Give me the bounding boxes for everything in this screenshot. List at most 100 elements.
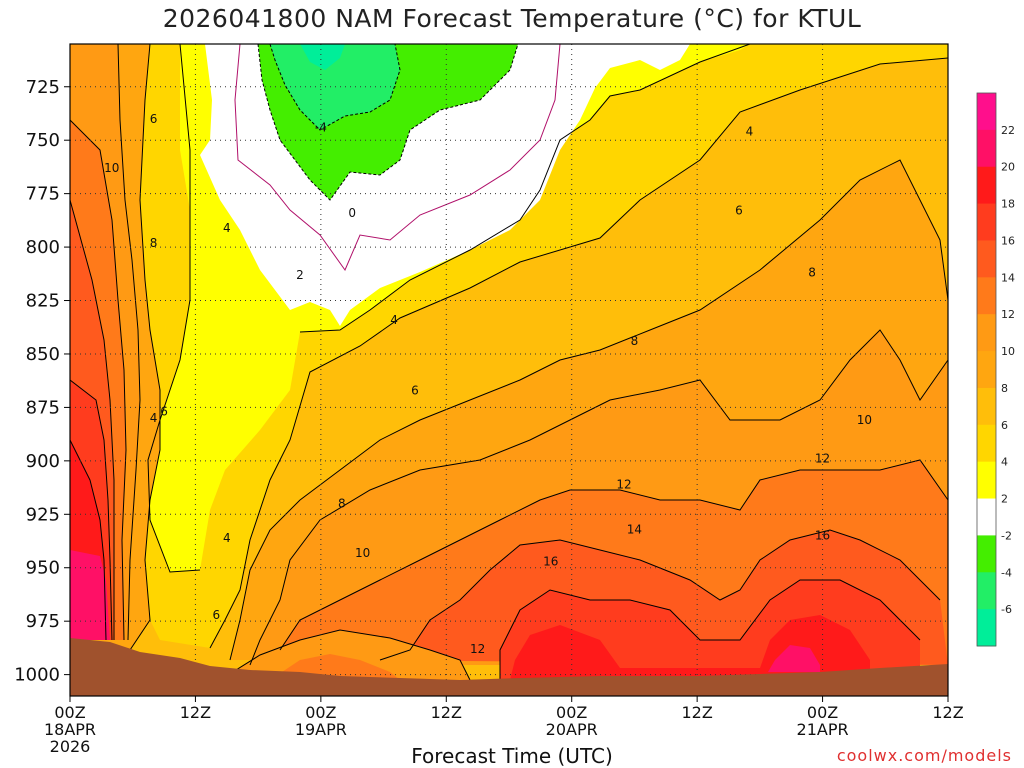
contour-line (70, 379, 113, 641)
contour-line (229, 159, 948, 661)
contour-label: 8 (808, 266, 816, 280)
contour-label: 6 (411, 383, 419, 397)
x-tick-label: 2026 (50, 737, 91, 756)
y-tick-label: 775 (26, 184, 60, 205)
plot-frame (69, 43, 949, 697)
colorbar-swatch (977, 129, 996, 168)
fill-10-12-bottom (220, 630, 470, 680)
contour-line (70, 119, 127, 641)
contour-label: 0 (348, 206, 356, 220)
y-tick-label: 950 (26, 558, 60, 579)
colorbar-label: 8 (1001, 382, 1008, 395)
x-tick-label: 00Z (556, 703, 587, 722)
contour-line (209, 57, 948, 649)
contour-line (219, 629, 471, 681)
colorbar-label: 12 (1001, 308, 1015, 321)
colorbar-swatch (977, 609, 996, 647)
contour-line (70, 439, 107, 641)
contour-label: 8 (338, 497, 346, 511)
contour-label: 10 (355, 546, 370, 560)
contour-label: 6 (735, 204, 743, 218)
contour-label: 10 (857, 413, 872, 427)
contour-line (269, 44, 401, 131)
y-tick-label: 975 (26, 611, 60, 632)
contour-line (70, 199, 115, 640)
colorbar-swatch (977, 461, 996, 500)
x-tick-label: 12Z (180, 703, 211, 722)
contour-label: 6 (160, 405, 168, 419)
y-tick-label: 850 (26, 344, 60, 365)
contour-line (257, 44, 519, 201)
colorbar-swatch (977, 203, 996, 241)
y-tick-label: 825 (26, 291, 60, 312)
contour-line (379, 529, 941, 661)
y-tick-label: 925 (26, 504, 60, 525)
contour-line (299, 44, 751, 333)
fill-20-24-left (70, 550, 110, 640)
contour-label: 12 (815, 452, 830, 466)
contour-label: 4 (150, 411, 158, 425)
contour-label: 4 (223, 221, 231, 235)
contour-label: 12 (470, 642, 485, 656)
contour-label: 4 (223, 531, 231, 545)
colorbar-swatch (977, 166, 996, 205)
colorbar-label: 22 (1001, 124, 1015, 137)
colorbar-label: -6 (1001, 603, 1012, 616)
colorbar-swatch (977, 387, 996, 426)
colorbar-label: 6 (1001, 419, 1008, 432)
grid-lines (70, 44, 948, 696)
colorbar-label: 16 (1001, 234, 1015, 247)
colorbar-label: -2 (1001, 529, 1012, 542)
colorbar-label: 18 (1001, 198, 1015, 211)
credit-link[interactable]: coolwx.com/models (836, 746, 1012, 765)
colorbar-label: 4 (1001, 456, 1008, 469)
contour-label: 8 (150, 236, 158, 250)
colorbar-frame (976, 92, 997, 647)
colorbar-swatch (977, 240, 996, 278)
contour-label: 10 (104, 161, 119, 175)
colorbar-swatch (977, 424, 996, 463)
x-tick-label: 12Z (932, 703, 963, 722)
contour-label: 6 (150, 112, 158, 126)
contour-label: -4 (315, 120, 327, 134)
x-tick-label: 00Z (305, 703, 336, 722)
contour-label: 6 (213, 608, 221, 622)
plot-fill (70, 44, 948, 696)
contour-line (499, 579, 921, 680)
y-tick-label: 750 (26, 130, 60, 151)
ground-terrain (70, 638, 948, 696)
colorbar-swatch (977, 93, 996, 131)
chart-title: 2026041800 NAM Forecast Temperature (°C)… (162, 4, 862, 33)
colorbar-label: 20 (1001, 161, 1015, 174)
x-tick-label: 19APR (295, 720, 347, 739)
contour-line (249, 329, 948, 666)
contour-label: 16 (543, 554, 558, 568)
colorbar-swatch (977, 498, 996, 536)
colorbar-swatch (977, 572, 996, 610)
contour-line (234, 44, 561, 272)
x-tick-label: 12Z (431, 703, 462, 722)
contour-label: 2 (296, 268, 304, 282)
y-tick-label: 725 (26, 77, 60, 98)
y-tick-label: 800 (26, 237, 60, 258)
contour-line (117, 44, 141, 641)
colorbar-label: 2 (1001, 493, 1008, 506)
x-axis-label: Forecast Time (UTC) (411, 744, 613, 768)
y-axis: 725 750 775 800 825 850 875 900 925 950 975 1000 (14, 77, 70, 686)
fill-20-22-right (768, 645, 820, 672)
x-tick-label: 00Z (54, 703, 85, 722)
fill-minus8-minus6 (300, 44, 345, 70)
x-tick-label: 12Z (681, 703, 712, 722)
colorbar: 22 20 18 16 14 12 10 8 6 4 2 -2 -4 -6 (976, 92, 1015, 647)
contour-lines (70, 44, 948, 681)
contour-label: 4 (390, 313, 398, 327)
contour-line (279, 459, 948, 651)
colorbar-label: -4 (1001, 566, 1012, 579)
colorbar-swatch (977, 277, 996, 315)
colorbar-swatch (977, 535, 996, 573)
colorbar-swatch (977, 314, 996, 352)
contour-label: 8 (631, 334, 639, 348)
